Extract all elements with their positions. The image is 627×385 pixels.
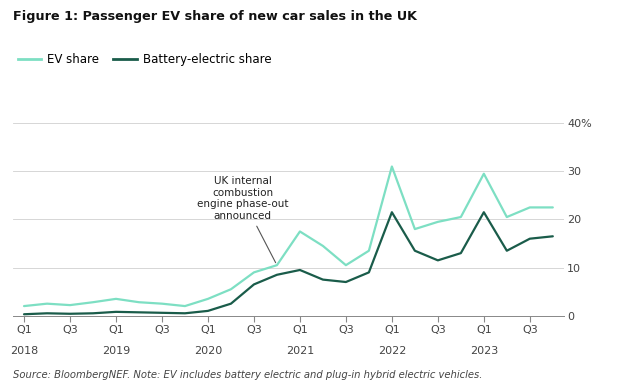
Text: 2023: 2023	[470, 346, 498, 356]
Legend: EV share, Battery-electric share: EV share, Battery-electric share	[13, 48, 276, 71]
Text: Source: BloombergNEF. Note: EV includes battery electric and plug-in hybrid elec: Source: BloombergNEF. Note: EV includes …	[13, 370, 482, 380]
Text: 2018: 2018	[10, 346, 38, 356]
Text: 2020: 2020	[194, 346, 222, 356]
Text: Figure 1: Passenger EV share of new car sales in the UK: Figure 1: Passenger EV share of new car …	[13, 10, 416, 23]
Text: 2021: 2021	[286, 346, 314, 356]
Text: 2019: 2019	[102, 346, 130, 356]
Text: 2022: 2022	[377, 346, 406, 356]
Text: UK internal
combustion
engine phase-out
announced: UK internal combustion engine phase-out …	[197, 176, 288, 263]
